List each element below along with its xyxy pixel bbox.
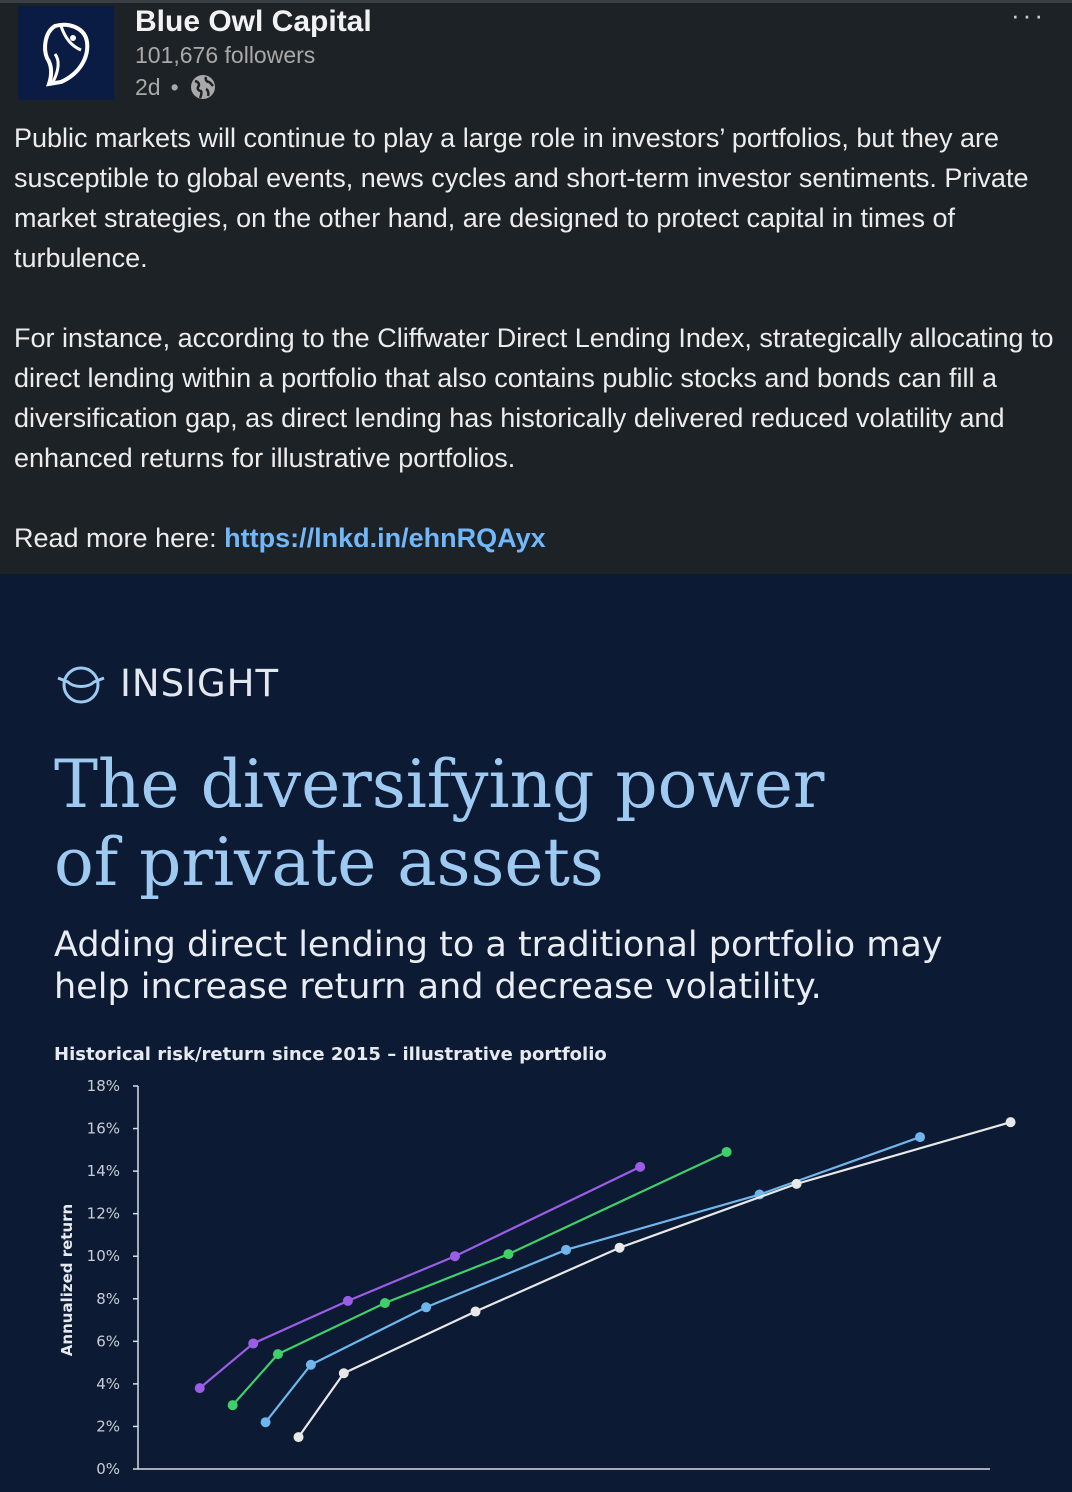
post-meta: 2d • bbox=[135, 73, 217, 101]
y-tick-label: 12% bbox=[87, 1205, 120, 1223]
globe-icon bbox=[190, 75, 215, 99]
series-3-point bbox=[305, 1359, 316, 1370]
headline-line-2: of private assets bbox=[54, 824, 604, 901]
owl-eye-icon bbox=[57, 666, 105, 703]
series-2-point bbox=[503, 1249, 514, 1260]
series-line-4 bbox=[297, 1121, 1011, 1438]
series-4-point bbox=[338, 1368, 349, 1379]
chart-title: Historical risk/return since 2015 – illu… bbox=[54, 1044, 607, 1065]
series-3-point bbox=[561, 1244, 572, 1255]
y-tick-label: 6% bbox=[96, 1332, 120, 1350]
post-link[interactable]: https://lnkd.in/ehnRQAyx bbox=[224, 523, 546, 553]
meta-separator: • bbox=[170, 73, 179, 100]
risk-return-chart: 0% 2% 4% 6% 8% 10% 12% 14% 16% 18% Annualized ret… bbox=[58, 1077, 1016, 1478]
series-3-point bbox=[421, 1302, 432, 1313]
series-1-point bbox=[194, 1383, 205, 1394]
y-tick-label: 4% bbox=[96, 1375, 120, 1393]
series-line-3 bbox=[264, 1136, 921, 1423]
post-paragraph-1: Public markets will continue to play a l… bbox=[14, 123, 1029, 273]
series-4-point bbox=[1005, 1117, 1016, 1128]
read-more-label: Read more here: bbox=[14, 523, 225, 553]
series-4-point bbox=[614, 1242, 625, 1253]
more-options-button[interactable]: ··· bbox=[1011, 0, 1046, 30]
image-headline: The diversifying power of private assets bbox=[54, 746, 954, 902]
y-tick-label: 2% bbox=[96, 1417, 120, 1435]
y-tick-label: 16% bbox=[87, 1120, 120, 1138]
image-subhead: Adding direct lending to a traditional p… bbox=[54, 925, 943, 1007]
series-1-point bbox=[635, 1161, 646, 1172]
series-1-point bbox=[449, 1251, 460, 1262]
top-divider bbox=[0, 0, 1072, 3]
insight-label: INSIGHT bbox=[120, 662, 280, 705]
y-tick-label: 14% bbox=[87, 1162, 120, 1180]
post-image[interactable]: INSIGHT The diversifying power of privat… bbox=[0, 574, 1072, 1492]
y-tick-label: 8% bbox=[96, 1290, 120, 1308]
post-header: Blue Owl Capital 101,676 followers 2d • … bbox=[18, 0, 1058, 106]
y-tick-label: 18% bbox=[87, 1077, 120, 1095]
y-tick-label: 0% bbox=[96, 1460, 120, 1478]
y-axis-label: Annualized return bbox=[58, 1204, 76, 1356]
series-line-1 bbox=[199, 1165, 641, 1389]
series-4-point bbox=[470, 1306, 481, 1317]
post-paragraph-2: For instance, according to the Cliffwate… bbox=[14, 323, 1054, 473]
series-2-point bbox=[272, 1349, 283, 1360]
post-time: 2d bbox=[135, 73, 161, 100]
series-1-point bbox=[342, 1295, 353, 1306]
follower-count: 101,676 followers bbox=[135, 42, 316, 68]
company-logo[interactable] bbox=[18, 6, 114, 100]
series-2-point bbox=[379, 1298, 390, 1309]
y-tick-label: 10% bbox=[87, 1247, 120, 1265]
series-2-point bbox=[721, 1146, 732, 1157]
series-4-point bbox=[293, 1432, 304, 1443]
series-4-point bbox=[791, 1178, 802, 1189]
read-more-line: Read more here: https://lnkd.in/ehnRQAyx bbox=[14, 518, 1060, 558]
series-3-point bbox=[915, 1132, 926, 1143]
series-2-point bbox=[227, 1400, 238, 1411]
owl-logo-icon bbox=[43, 22, 90, 87]
series-3-point bbox=[260, 1417, 271, 1428]
company-name[interactable]: Blue Owl Capital bbox=[135, 5, 372, 38]
headline-line-1: The diversifying power bbox=[54, 746, 825, 823]
insight-label-row: INSIGHT bbox=[56, 662, 279, 705]
post-text: Public markets will continue to play a l… bbox=[14, 118, 1060, 558]
series-1-point bbox=[248, 1338, 259, 1349]
